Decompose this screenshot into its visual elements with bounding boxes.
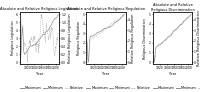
Y-axis label: Relative Religious Legislation: Relative Religious Legislation bbox=[68, 13, 72, 63]
Legend: Maximum, Minimum, Relative: Maximum, Minimum, Relative bbox=[153, 86, 200, 90]
X-axis label: Year: Year bbox=[102, 72, 110, 76]
Title: Absolute and Relative Religious Legislation: Absolute and Relative Religious Legislat… bbox=[0, 7, 79, 11]
Y-axis label: Relative Religious Regulation: Relative Religious Regulation bbox=[131, 14, 135, 63]
Title: Absolute and Relative Religious Regulation: Absolute and Relative Religious Regulati… bbox=[67, 7, 145, 11]
X-axis label: Year: Year bbox=[36, 72, 43, 76]
Y-axis label: Relative Religious Discrimination: Relative Religious Discrimination bbox=[197, 10, 200, 66]
Y-axis label: Religious Regulation: Religious Regulation bbox=[77, 21, 81, 55]
X-axis label: Year: Year bbox=[169, 72, 176, 76]
Y-axis label: Religious Legislation: Religious Legislation bbox=[11, 21, 15, 55]
Legend: Maximum, Minimum, Relative: Maximum, Minimum, Relative bbox=[20, 86, 84, 90]
Y-axis label: Religious Discrimination: Religious Discrimination bbox=[143, 18, 147, 59]
Title: Absolute and Relative Religious Discrimination: Absolute and Relative Religious Discrimi… bbox=[151, 3, 194, 12]
Legend: Maximum, Minimum, Relative: Maximum, Minimum, Relative bbox=[86, 86, 150, 90]
